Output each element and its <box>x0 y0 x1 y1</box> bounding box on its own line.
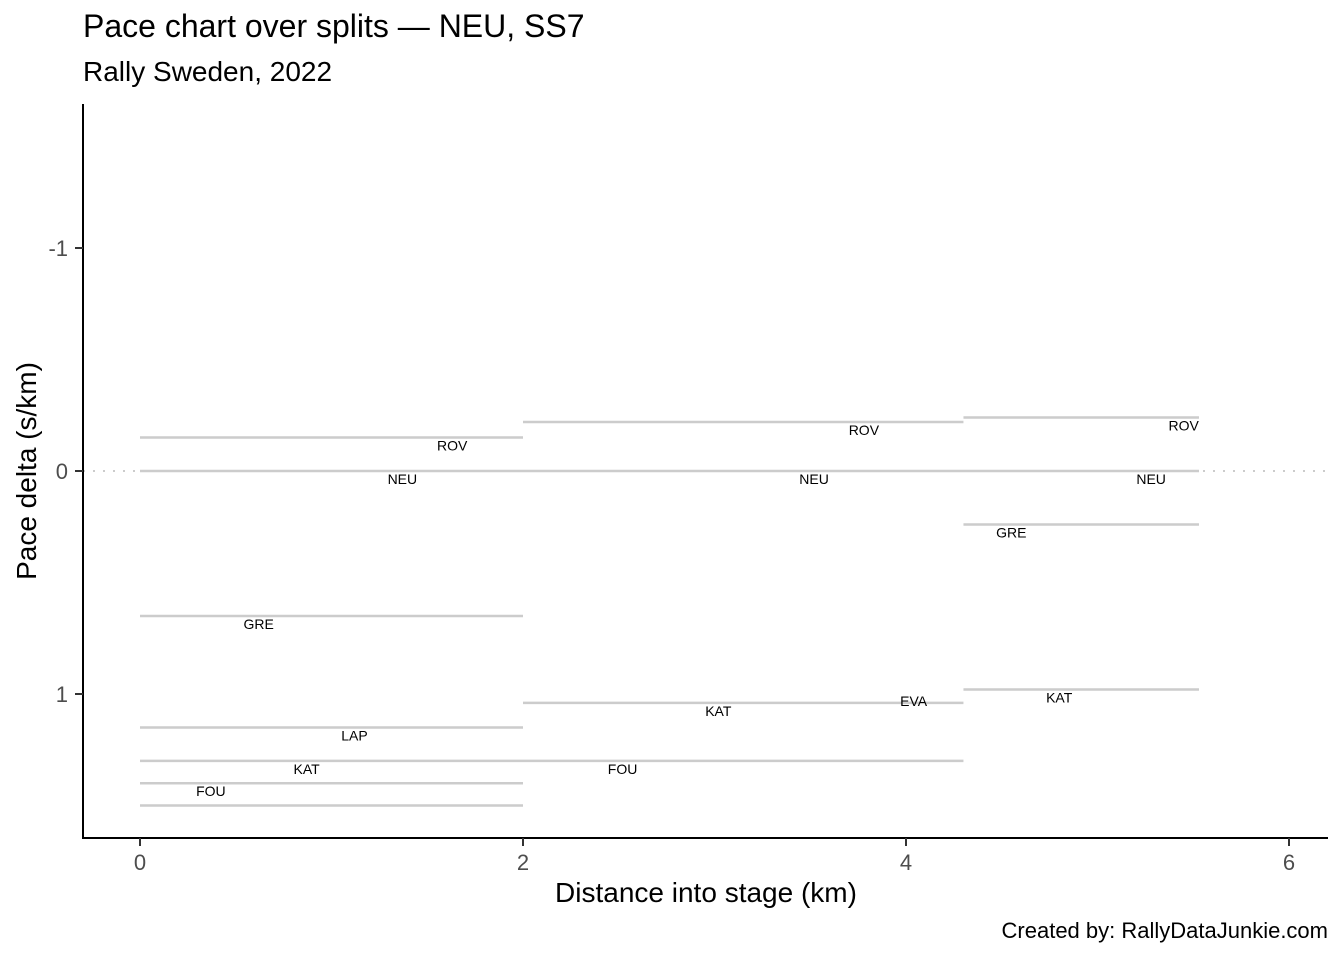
segment-label-gre: GRE <box>244 616 274 632</box>
segment-label-eva: EVA <box>900 693 928 709</box>
x-tick-label: 2 <box>517 850 529 875</box>
chart-marks: ROV NEU GRE LAP KAT FOU ROV NEU KAT FOU ROV NEU GRE K… <box>83 416 1328 807</box>
segment-label-kat: KAT <box>705 703 732 719</box>
segment-label-kat: KAT <box>294 761 321 777</box>
y-tick-label: 1 <box>56 682 68 707</box>
segment-label-neu: NEU <box>799 471 829 487</box>
segment-label-neu: NEU <box>388 471 418 487</box>
segment-label-lap: LAP <box>341 727 367 743</box>
chart-axes: 0 2 4 6 -1 0 1 <box>48 236 1295 875</box>
y-tick-label: -1 <box>48 236 68 261</box>
y-axis-title: Pace delta (s/km) <box>11 362 42 580</box>
chart-title: Pace chart over splits — NEU, SS7 <box>83 8 585 44</box>
segment-label-fou: FOU <box>608 761 638 777</box>
segment-label-rov: ROV <box>849 422 880 438</box>
segment-label-kat: KAT <box>1046 690 1073 706</box>
segment-label-rov: ROV <box>1169 417 1200 433</box>
chart-subtitle: Rally Sweden, 2022 <box>83 56 333 87</box>
x-tick-label: 4 <box>900 850 912 875</box>
chart-caption: Created by: RallyDataJunkie.com <box>1001 918 1328 943</box>
segment-label-gre: GRE <box>996 525 1026 541</box>
segment-label-neu: NEU <box>1136 471 1166 487</box>
x-tick-label: 6 <box>1283 850 1295 875</box>
segment-label-rov: ROV <box>437 438 468 454</box>
x-tick-label: 0 <box>134 850 146 875</box>
segment-label-fou: FOU <box>196 783 226 799</box>
y-tick-label: 0 <box>56 459 68 484</box>
x-axis-title: Distance into stage (km) <box>555 877 857 908</box>
